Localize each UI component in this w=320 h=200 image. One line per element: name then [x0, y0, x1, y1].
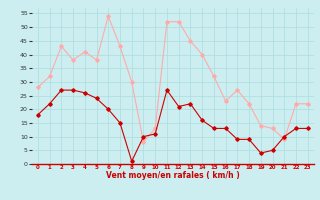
X-axis label: Vent moyen/en rafales ( km/h ): Vent moyen/en rafales ( km/h ) — [106, 171, 240, 180]
